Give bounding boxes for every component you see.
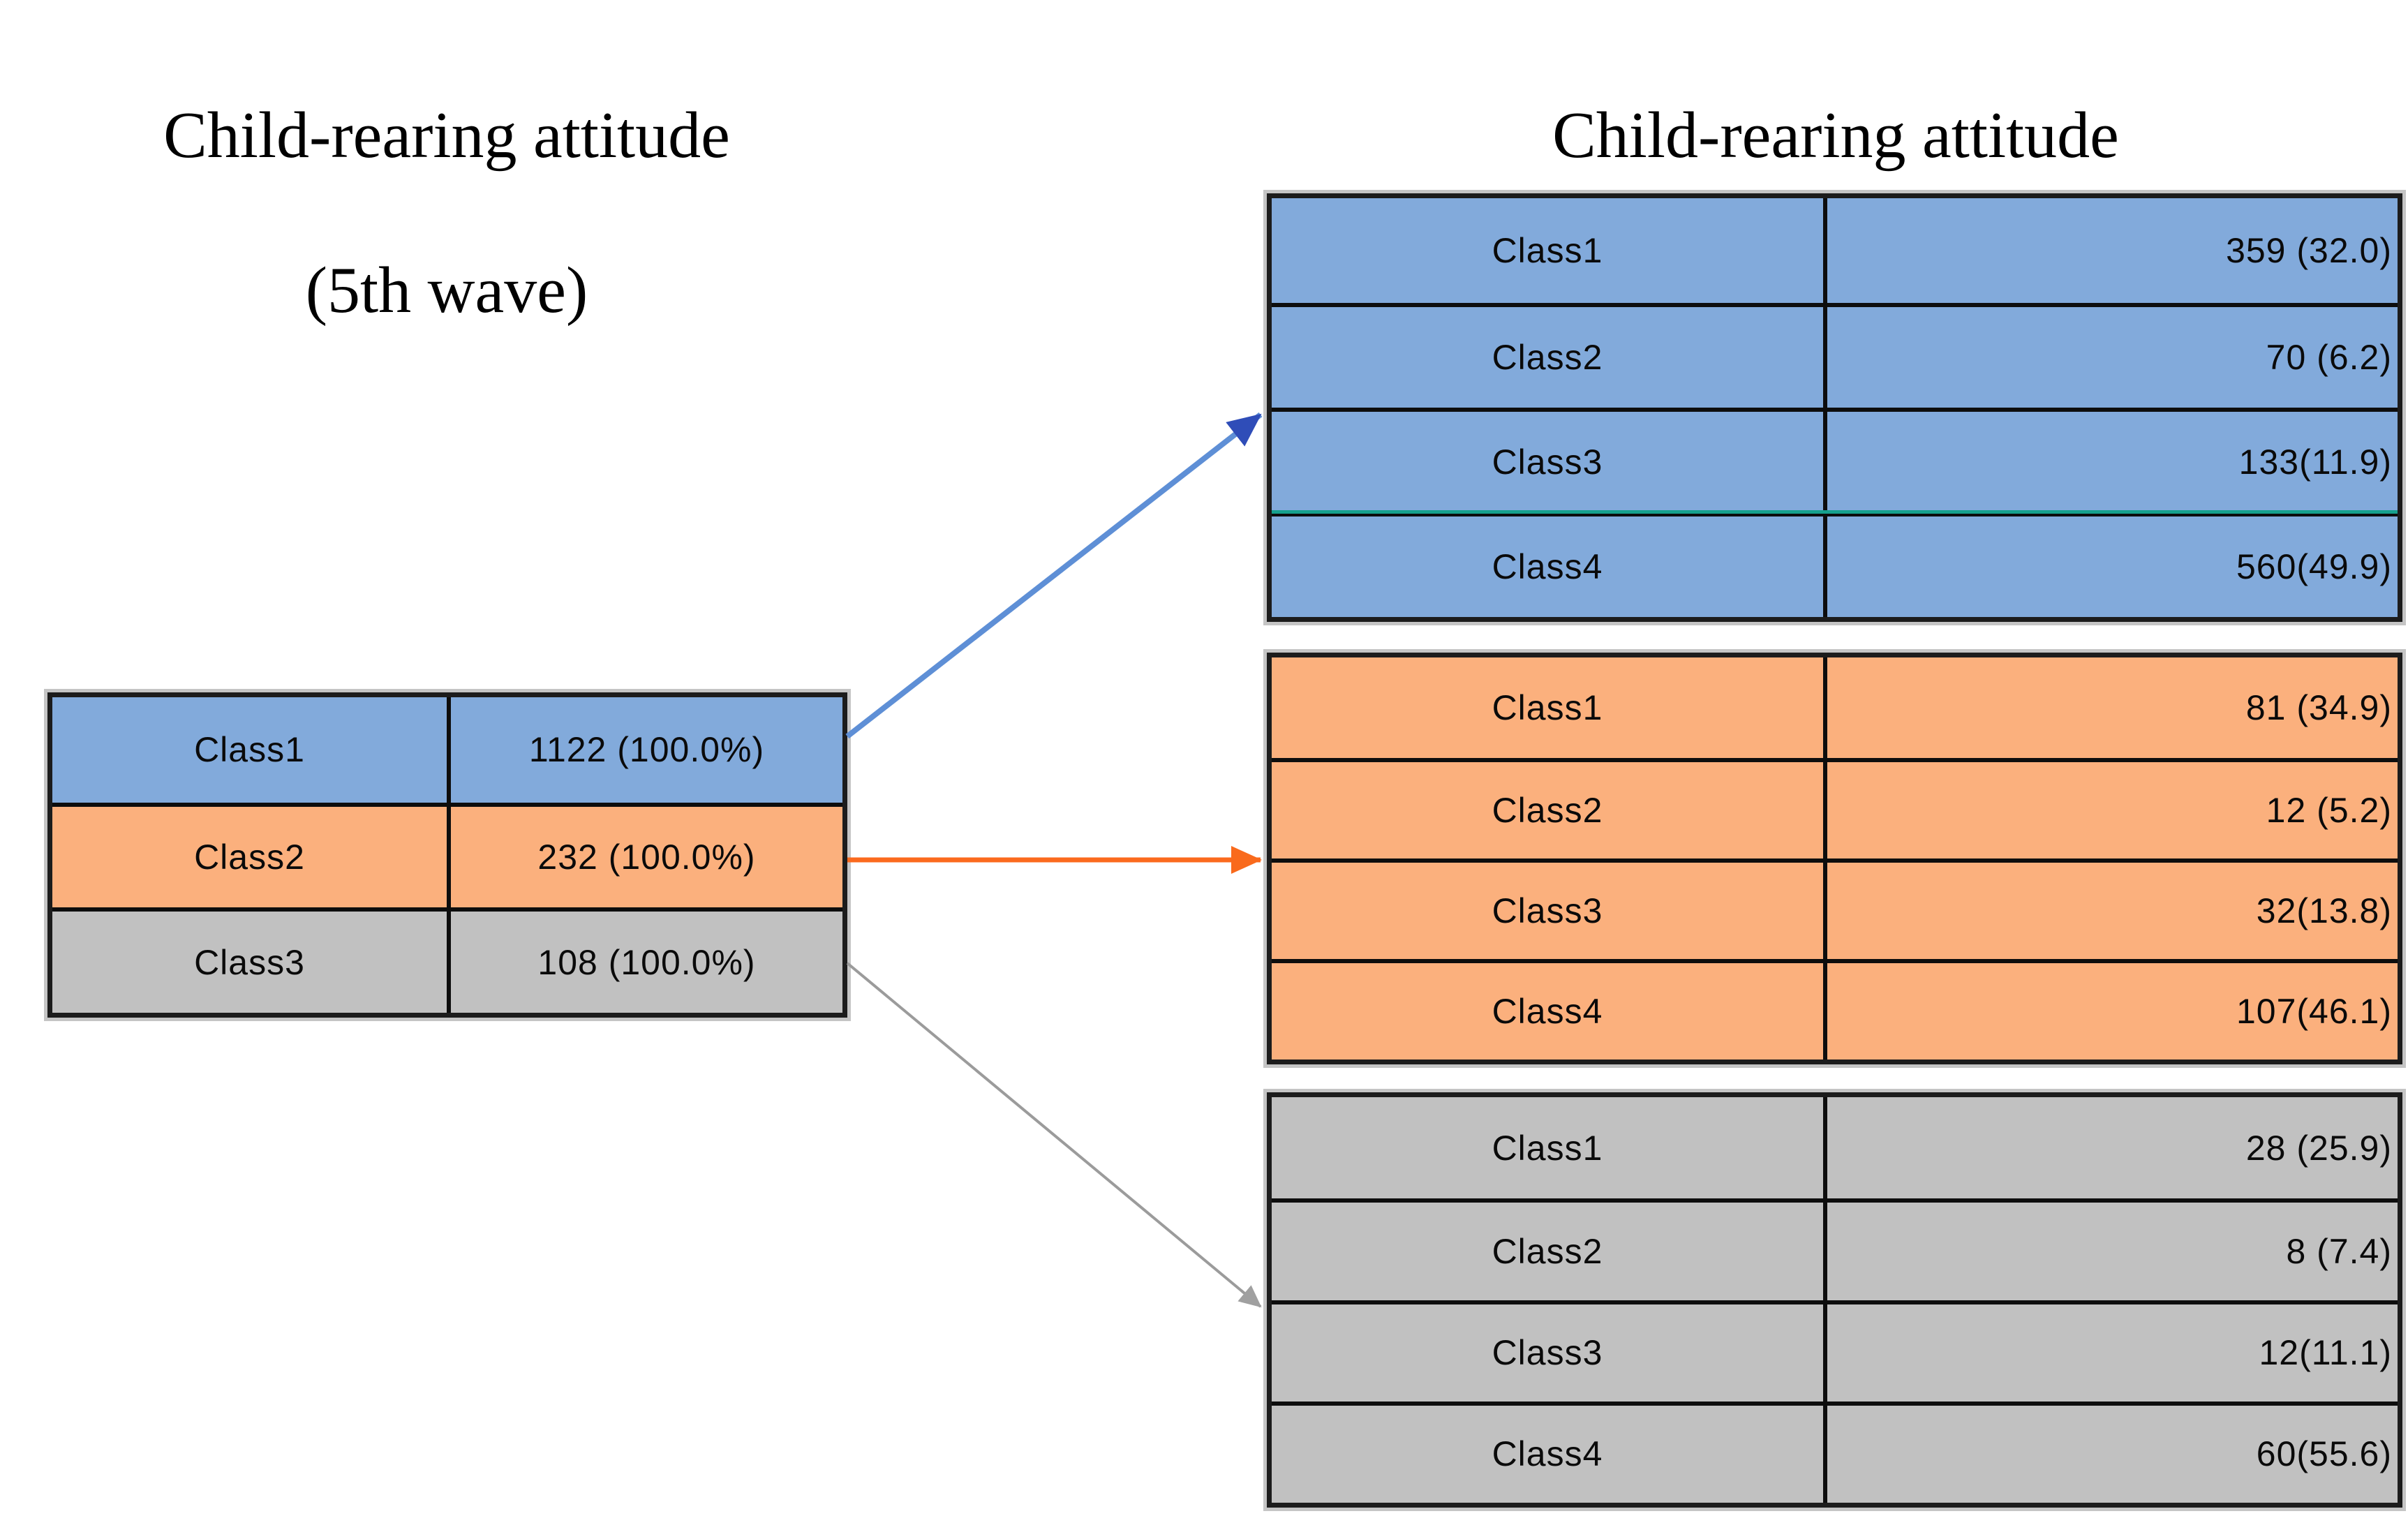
class-count: 560(49.9) bbox=[1823, 516, 2398, 617]
left-wave-title-line2: (5th wave) bbox=[305, 253, 588, 327]
table-row: Class3 133(11.9) bbox=[1272, 408, 2398, 512]
table-row: Class3 32(13.8) bbox=[1272, 858, 2398, 959]
class-count: 232 (100.0%) bbox=[447, 806, 842, 908]
class-label: Class4 bbox=[1492, 547, 1603, 586]
class-count: 108 (100.0%) bbox=[447, 912, 842, 1013]
target-table-class2: Class1 81 (34.9) Class2 12 (5.2) Class3 … bbox=[1267, 653, 2402, 1064]
class-count: 28 (25.9) bbox=[1823, 1097, 2398, 1199]
table-row: Class3 108 (100.0%) bbox=[52, 907, 842, 1013]
table-row: Class1 359 (32.0) bbox=[1272, 198, 2398, 303]
class-count: 60(55.6) bbox=[1823, 1405, 2398, 1503]
table-row: Class1 28 (25.9) bbox=[1272, 1097, 2398, 1199]
teal-divider-accent bbox=[1272, 510, 2398, 514]
class-label: Class1 bbox=[194, 730, 305, 770]
table-row: Class1 81 (34.9) bbox=[1272, 657, 2398, 758]
class-count: 32(13.8) bbox=[1823, 863, 2398, 959]
left-wave-title-line1: Child-rearing attitude bbox=[163, 98, 730, 172]
class-label: Class3 bbox=[1492, 443, 1603, 482]
table-row: Class3 12(11.1) bbox=[1272, 1300, 2398, 1402]
class-label: Class1 bbox=[1492, 231, 1603, 270]
arrow-class1-transition bbox=[845, 412, 1263, 739]
table-row: Class1 1122 (100.0%) bbox=[52, 697, 842, 803]
table-row: Class2 8 (7.4) bbox=[1272, 1198, 2398, 1300]
table-row: Class4 107(46.1) bbox=[1272, 959, 2398, 1060]
class-label: Class1 bbox=[1492, 688, 1603, 727]
target-table-class3: Class1 28 (25.9) Class2 8 (7.4) Class3 1… bbox=[1267, 1092, 2402, 1508]
class-count: 107(46.1) bbox=[1823, 963, 2398, 1060]
class-count: 81 (34.9) bbox=[1823, 657, 2398, 758]
class-label: Class2 bbox=[1492, 791, 1603, 830]
left-wave-title: Child-rearing attitude (5th wave) bbox=[28, 20, 865, 407]
class-label: Class3 bbox=[194, 942, 305, 982]
class-label: Class4 bbox=[1492, 992, 1603, 1031]
class-label: Class1 bbox=[1492, 1128, 1603, 1168]
class-count: 12(11.1) bbox=[1823, 1304, 2398, 1402]
table-row: Class4 60(55.6) bbox=[1272, 1401, 2398, 1503]
class-label: Class3 bbox=[1492, 1333, 1603, 1373]
target-table-class1: Class1 359 (32.0) Class2 70 (6.2) Class3… bbox=[1267, 193, 2402, 622]
arrow-class3-transition bbox=[846, 962, 1262, 1308]
table-row: Class4 560(49.9) bbox=[1272, 512, 2398, 617]
class-count: 70 (6.2) bbox=[1823, 307, 2398, 408]
class-label: Class3 bbox=[1492, 891, 1603, 930]
class-label: Class2 bbox=[1492, 338, 1603, 377]
table-row: Class2 232 (100.0%) bbox=[52, 802, 842, 908]
class-label: Class4 bbox=[1492, 1434, 1603, 1474]
class-count: 133(11.9) bbox=[1823, 412, 2398, 512]
class-count: 1122 (100.0%) bbox=[447, 697, 842, 803]
table-row: Class2 12 (5.2) bbox=[1272, 758, 2398, 858]
class-label: Class2 bbox=[1492, 1231, 1603, 1271]
class-count: 8 (7.4) bbox=[1823, 1203, 2398, 1300]
class-count: 359 (32.0) bbox=[1823, 198, 2398, 303]
class-count: 12 (5.2) bbox=[1823, 762, 2398, 858]
right-wave-title-line1: Child-rearing attitude bbox=[1552, 98, 2119, 172]
table-row: Class2 70 (6.2) bbox=[1272, 303, 2398, 408]
class-label: Class2 bbox=[194, 837, 305, 877]
source-table-5th-wave: Class1 1122 (100.0%) Class2 232 (100.0%)… bbox=[47, 692, 847, 1018]
